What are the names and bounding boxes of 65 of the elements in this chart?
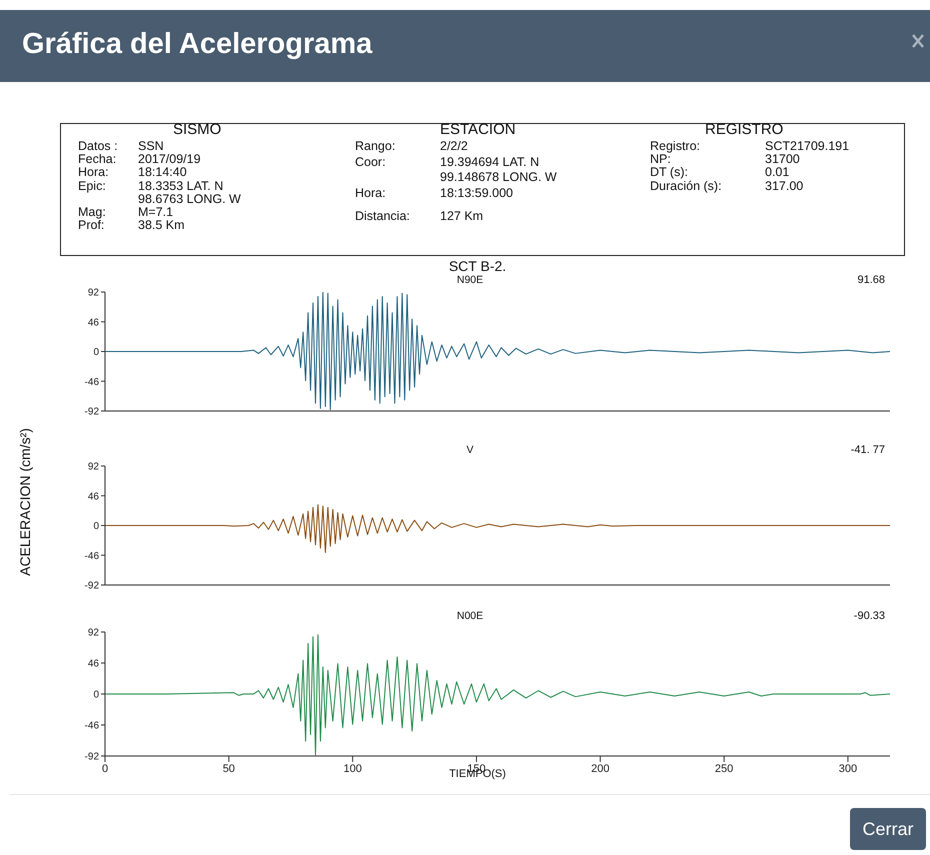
text: 2/2/2 [440, 139, 468, 153]
text: Epic: [78, 178, 106, 193]
chart-subtitle: N90E [456, 274, 484, 286]
text: SCT21709.191 [765, 139, 850, 153]
text: Gráfica del Acelerograma [22, 28, 372, 61]
text: Mag: [78, 205, 106, 219]
y-tick-label: -92 [84, 580, 100, 592]
text: Rango: [355, 139, 396, 153]
text: DT (s): [650, 165, 688, 180]
y-tick-label: 92 [88, 628, 100, 639]
text: 2017/09/19 [138, 152, 201, 166]
x-tick-label: 200 [591, 762, 610, 775]
x-tick-label: 100 [343, 762, 362, 775]
y-tick-label: 0 [93, 521, 100, 532]
text: Coor: [355, 154, 386, 168]
y-tick-label: 92 [88, 288, 100, 299]
x-tick-label: 250 [714, 762, 734, 775]
text: 99.148678 LONG. W [440, 170, 557, 184]
y-tick-label: -92 [84, 406, 100, 418]
text: Fecha: [78, 152, 116, 166]
y-tick-label: 46 [88, 317, 100, 328]
text: SISMO [173, 121, 222, 138]
y-tick-label: -92 [84, 752, 100, 763]
text: 18.3353 LAT. N [138, 178, 224, 193]
y-tick-label: 46 [88, 491, 100, 502]
y-tick-label: -46 [84, 720, 100, 732]
text: 98.6763 LONG. W [138, 192, 241, 206]
text: Registro: [650, 139, 700, 153]
text: 19.394694 LAT. N [440, 154, 540, 168]
text: 0.01 [765, 165, 790, 180]
y-tick-label: 0 [93, 690, 100, 701]
x-tick-label: 0 [102, 762, 108, 775]
line-series [105, 504, 890, 554]
text: 18:14:40 [138, 165, 187, 180]
text: -41. 77 [850, 444, 885, 456]
chart-title: SCT B-2. [448, 258, 508, 274]
text: Prof: [78, 218, 104, 232]
y-tick-label: -46 [84, 376, 100, 388]
x-tick-label: 50 [222, 762, 235, 775]
text: Cerrar [850, 808, 926, 850]
y-tick-label: 92 [88, 462, 100, 473]
text: 38.5 Km [138, 218, 185, 232]
text: M=7.1 [138, 205, 174, 219]
text: -90.33 [854, 610, 885, 622]
x-tick-label: 300 [838, 762, 858, 775]
text: Distancia: [355, 209, 410, 223]
y-tick-label: 0 [93, 347, 100, 358]
chart-subtitle: N00E [456, 610, 484, 622]
text: REGISTRO [705, 121, 784, 138]
y-axis-title: ACELERACION (cm/s²) [17, 428, 33, 576]
text: SSN [138, 139, 164, 153]
text: NP: [650, 152, 671, 166]
text: Hora: [78, 165, 109, 180]
text: Datos : [78, 139, 118, 153]
text: 127 Km [440, 209, 484, 223]
text: 91.68 [857, 274, 885, 286]
text: Hora: [355, 186, 386, 200]
text: 317.00 [765, 178, 804, 193]
y-tick-label: -46 [84, 550, 100, 562]
chart-subtitle: V [465, 444, 474, 456]
text: 31700 [765, 152, 800, 166]
text: Duración (s): [650, 178, 722, 193]
text: 18:13:59.000 [440, 186, 513, 200]
y-tick-label: 46 [88, 658, 100, 670]
text: ESTACION [440, 121, 516, 138]
